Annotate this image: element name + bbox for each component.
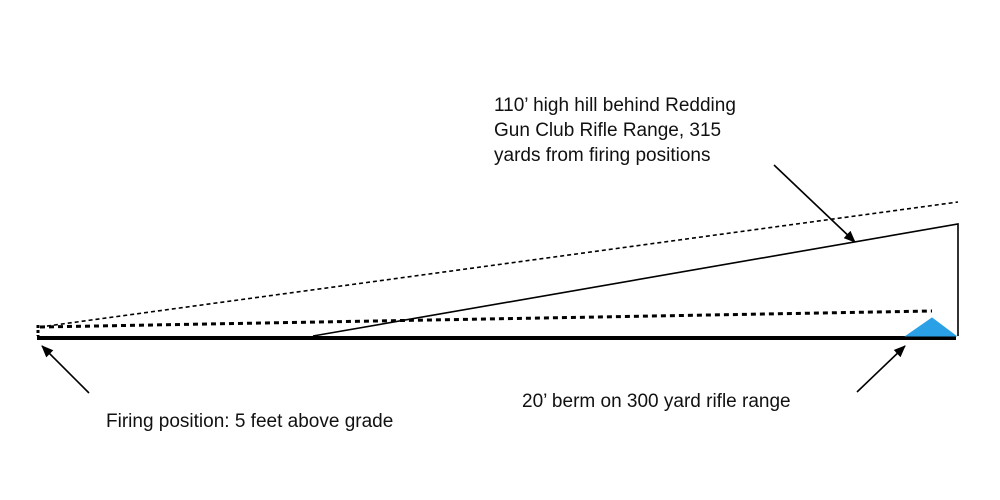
sight-line-berm bbox=[39, 309, 933, 329]
hill-annotation: 110’ high hill behind Redding Gun Club R… bbox=[494, 93, 736, 168]
firing-position-annotation: Firing position: 5 feet above grade bbox=[106, 411, 394, 432]
hill-annotation-line-3: yards from firing positions bbox=[494, 145, 711, 166]
hill-outline bbox=[312, 223, 959, 337]
firing-pointer-arrow bbox=[41, 345, 90, 394]
berm-shape bbox=[904, 317, 958, 337]
hill-pointer-arrow bbox=[773, 164, 856, 243]
berm-pointer-arrow bbox=[856, 345, 906, 393]
hill-annotation-line-1: 110’ high hill behind Redding bbox=[494, 95, 736, 116]
sight-line-hill bbox=[39, 201, 959, 328]
hill-annotation-line-2: Gun Club Rifle Range, 315 bbox=[494, 120, 722, 141]
berm-annotation: 20’ berm on 300 yard rifle range bbox=[522, 391, 791, 412]
